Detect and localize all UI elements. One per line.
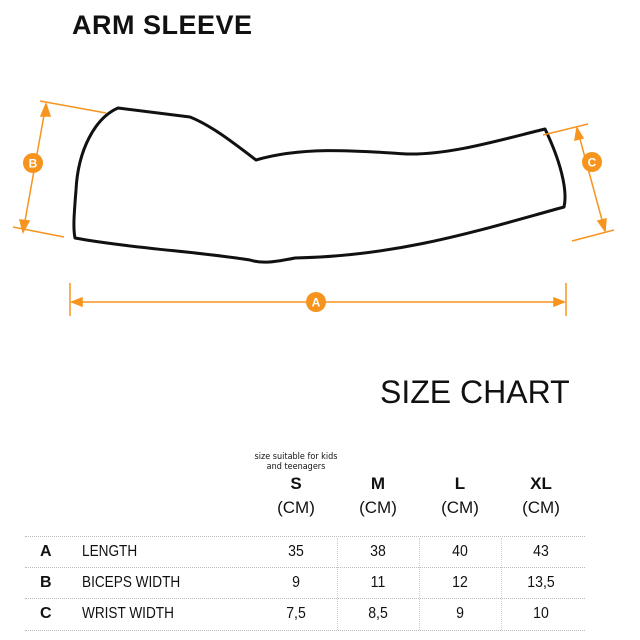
row-letter: A — [40, 543, 52, 560]
size-chart-title: SIZE CHART — [380, 374, 570, 410]
row-label: WRIST WIDTH — [82, 605, 174, 622]
size-note: size suitable for kids and teenagers — [254, 452, 338, 472]
cell-value: 35 — [288, 543, 304, 560]
row-divider — [25, 598, 585, 599]
unit-s: (CM) — [277, 498, 315, 517]
unit-xl: (CM) — [522, 498, 560, 517]
cell-value: 40 — [452, 543, 468, 560]
row-divider — [25, 630, 585, 631]
cell-value: 7,5 — [286, 605, 306, 622]
label-a: A — [312, 296, 321, 310]
dimension-c-line — [576, 127, 606, 232]
cell-value: 10 — [533, 605, 549, 622]
row-letter: C — [40, 605, 52, 622]
cell-value: 38 — [370, 543, 386, 560]
arm-sleeve-diagram: B C A — [12, 100, 615, 316]
cell-value: 9 — [456, 605, 464, 622]
unit-m: (CM) — [359, 498, 397, 517]
size-header-m: M — [370, 474, 386, 493]
size-header-s: S — [290, 474, 302, 493]
column-divider — [337, 538, 338, 630]
row-label: BICEPS WIDTH — [82, 574, 181, 591]
label-b-badge: B — [23, 153, 43, 173]
unit-l: (CM) — [441, 498, 479, 517]
label-c: C — [588, 156, 597, 170]
label-a-badge: A — [306, 292, 326, 312]
column-divider — [501, 538, 502, 630]
row-label: LENGTH — [82, 543, 138, 560]
size-header-l: L — [454, 474, 466, 493]
cell-value: 43 — [533, 543, 549, 560]
dimension-c-ext-bottom — [571, 229, 615, 242]
dimension-b-ext-bottom — [12, 226, 65, 238]
label-c-badge: C — [582, 152, 602, 172]
cell-value: 9 — [292, 574, 300, 591]
cell-value: 11 — [370, 574, 386, 591]
sleeve-outline — [72, 106, 567, 264]
dimension-c-ext-top — [542, 123, 589, 136]
label-b: B — [29, 157, 38, 171]
cell-value: 12 — [452, 574, 468, 591]
row-divider — [25, 536, 585, 537]
cell-value: 8,5 — [368, 605, 388, 622]
row-divider — [25, 567, 585, 568]
dimension-b-ext-top — [39, 100, 107, 114]
size-header-xl: XL — [530, 474, 552, 493]
column-divider — [419, 538, 420, 630]
page-title: ARM SLEEVE — [72, 10, 253, 40]
row-letter: B — [40, 574, 52, 591]
cell-value: 13,5 — [527, 574, 555, 591]
